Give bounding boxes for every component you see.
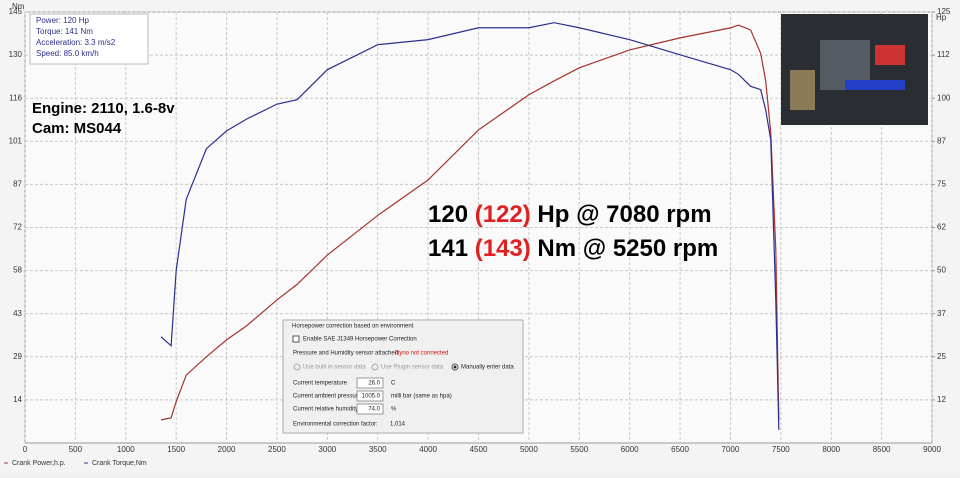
field-unit: %: [391, 407, 397, 413]
radio-dot: [453, 365, 457, 369]
y2-tick-label: 125: [937, 7, 951, 16]
info-line: Power: 120 Hp: [36, 16, 89, 25]
x-tick-label: 4000: [419, 445, 437, 454]
annotation: Cam: MS044: [32, 120, 122, 137]
info-line: Speed: 85.0 km/h: [36, 49, 99, 58]
result-part: Nm @ 5250 rpm: [531, 235, 718, 262]
y-tick-label: 87: [13, 180, 22, 189]
y2-tick-label: 75: [937, 180, 946, 189]
result-part: 120: [428, 201, 475, 228]
y-axis-unit: Nm: [12, 2, 25, 11]
panel-box: [282, 319, 524, 434]
y2-tick-label: 37: [937, 309, 946, 318]
series-line: [160, 22, 780, 430]
factor-label: Environmental correction factor:: [293, 422, 378, 428]
x-tick-label: 7000: [722, 445, 740, 454]
x-tick-label: 3000: [318, 445, 336, 454]
x-tick-label: 8500: [873, 445, 891, 454]
y2-tick-label: 50: [937, 266, 946, 275]
field-input[interactable]: [356, 403, 384, 415]
x-tick-label: 0: [23, 445, 28, 454]
x-tick-label: 1500: [167, 445, 185, 454]
x-tick-label: 4500: [470, 445, 488, 454]
result-part: (122): [475, 201, 531, 228]
legend-label: Crank Power,h.p.: [12, 460, 66, 467]
result-text: 120 (122) Hp @ 7080 rpm: [428, 201, 712, 228]
photo-part: [845, 80, 905, 90]
y-tick-label: 43: [13, 309, 22, 318]
photo-part: [875, 45, 905, 65]
field-unit: C: [391, 381, 396, 387]
y2-tick-label: 62: [937, 223, 946, 232]
y-tick-label: 101: [9, 136, 23, 145]
y2-tick-label: 87: [937, 136, 946, 145]
x-tick-label: 7500: [772, 445, 790, 454]
y-tick-label: 14: [13, 395, 22, 404]
sensor-label: Pressure and Humidity sensor attached:: [293, 351, 400, 357]
field-label: Current relative humidity: [293, 407, 358, 413]
y2-tick-label: 25: [937, 352, 946, 361]
x-tick-label: 500: [69, 445, 83, 454]
result-part: (143): [475, 235, 531, 262]
info-line: Acceleration: 3.3 m/s2: [36, 38, 116, 47]
radio-label: Manually enter data: [461, 365, 514, 371]
legend-label: Crank Torque,Nm: [92, 460, 147, 467]
result-text: 141 (143) Nm @ 5250 rpm: [428, 235, 718, 262]
y-tick-label: 58: [13, 266, 22, 275]
y2-axis-unit: Hp: [936, 13, 947, 22]
x-tick-label: 5000: [520, 445, 538, 454]
panel-title: Horsepower correction based on environme…: [292, 324, 414, 330]
x-tick-label: 1000: [117, 445, 135, 454]
y2-tick-label: 100: [937, 93, 951, 102]
fields: Current temperature 26.0 C Current ambient …: [293, 377, 452, 415]
y2-tick-label: 112: [937, 50, 950, 59]
annotation: Engine: 2110, 1.6-8v: [32, 100, 175, 117]
engine-photo: [781, 14, 928, 125]
x-tick-label: 5500: [570, 445, 588, 454]
x-tick-label: 6000: [621, 445, 639, 454]
radio[interactable]: [371, 363, 379, 371]
lines: [160, 22, 780, 430]
correction-panel: Horsepower correction based on environme…: [282, 319, 524, 434]
factor-value: 1.014: [390, 422, 406, 428]
info-line: Torque: 141 Nm: [36, 27, 93, 36]
checkbox[interactable]: [292, 335, 300, 343]
field-input[interactable]: [356, 390, 384, 402]
x-tick-label: 8000: [822, 445, 840, 454]
y-tick-label: 145: [9, 7, 23, 16]
radio-label: Use built in sensor data: [303, 365, 366, 371]
x-tick-label: 9000: [923, 445, 941, 454]
series-line: [160, 24, 780, 421]
x-tick-label: 3500: [369, 445, 387, 454]
field-label: Current temperature: [293, 381, 348, 387]
photo-part: [790, 70, 815, 110]
y2-tick-label: 12: [937, 395, 946, 404]
field-label: Current ambient pressure: [293, 394, 362, 400]
y-tick-label: 130: [9, 50, 23, 59]
y-tick-label: 72: [13, 223, 22, 232]
field-value: 1005.0: [362, 394, 381, 400]
field-value: 26.0: [368, 381, 380, 387]
checkbox-label: Enable SAE J1349 Horsepower Correction: [303, 337, 417, 343]
radio-label: Use Plugin sensor data: [381, 365, 444, 371]
result-part: Hp @ 7080 rpm: [531, 201, 712, 228]
y-tick-label: 29: [13, 352, 22, 361]
x-tick-label: 6500: [671, 445, 689, 454]
sensor-status: Dyno not connected: [395, 351, 448, 357]
field-value: 74.0: [368, 407, 380, 413]
x-tick-label: 2500: [268, 445, 286, 454]
field-input[interactable]: [356, 377, 384, 389]
x-tick-label: 2000: [218, 445, 236, 454]
info-box: [29, 13, 149, 65]
field-unit: milli bar (same as hpa): [391, 394, 452, 400]
radio[interactable]: [293, 363, 301, 371]
y-tick-label: 116: [9, 93, 22, 102]
result-part: 141: [428, 235, 475, 262]
